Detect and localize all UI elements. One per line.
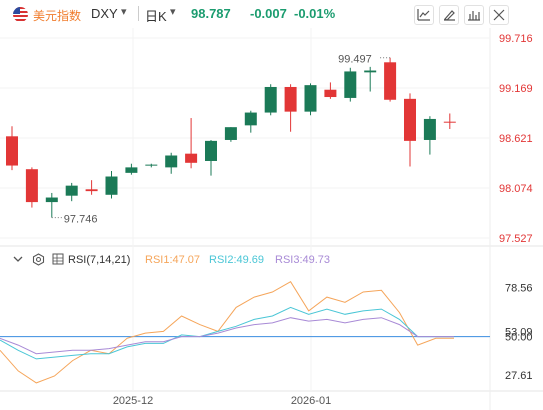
rsi-line-rsi3 [0,317,454,355]
candle-body [384,62,397,100]
candle-body [145,164,158,166]
candle-body [324,89,337,98]
symbol-name[interactable]: 美元指数 [33,9,82,23]
price-tick-label: 97.527 [499,233,533,245]
collapse-chevron-icon[interactable] [12,253,24,265]
price-tick-label: 98.621 [499,133,533,145]
candle-body [205,140,217,161]
candle-body [244,112,257,126]
time-axis: 2025-12 2026-01 [113,395,331,407]
candle-body [85,189,98,192]
price-change-percent: -0.01% [294,6,336,21]
candle-body [404,98,416,141]
rsi-line-rsi2 [0,306,454,360]
high-price-label: 99.497 [338,54,372,66]
us-flag-icon [13,7,28,22]
last-price: 98.787 [191,6,231,21]
candle-body [6,136,18,166]
candle-body [65,185,78,196]
rsi-tick-label: 78.56 [505,283,533,295]
candle-body [443,121,456,123]
symbol-dropdown-chevron-icon[interactable]: ▾ [121,6,127,18]
indicator-info-icon[interactable] [52,253,64,265]
price-tick-label: 99.169 [499,83,533,95]
settings-gear-icon[interactable] [32,253,45,266]
indicator-icon[interactable] [464,5,484,25]
rsi3-value: RSI3:49.73 [275,254,331,266]
candle-body [423,118,436,140]
rsi-tick-label: 50.00 [505,332,533,344]
price-tick-label: 99.716 [499,33,533,45]
candle-body [364,70,377,73]
indicator-header: RSI(7,14,21) RSI1:47.07 RSI2:49.69 RSI3:… [0,250,400,270]
symbol-code[interactable]: DXY [91,6,118,21]
pen-icon[interactable] [439,5,459,25]
candle-body [25,169,38,203]
indicator-name[interactable]: RSI(7,14,21) [68,254,131,266]
candle-body [185,153,198,163]
candle-body [45,197,58,203]
rsi-tick-label: 53.09 [505,326,533,338]
candle-body [105,176,118,195]
chart-header: 美元指数 DXY ▾ 日K ▾ 98.787 -0.007 -0.01% [0,0,543,28]
candle-body [224,127,237,140]
time-tick-label: 2025-12 [113,395,153,407]
rsi-line-rsi1 [0,281,454,384]
fullscreen-icon[interactable] [489,5,509,25]
price-change: -0.007 [250,6,287,21]
period-selector[interactable]: 日K [145,9,167,24]
line-chart-icon[interactable] [414,5,434,25]
candle-body [284,86,297,112]
low-price-label: 97.746 [64,214,98,226]
period-dropdown-chevron-icon[interactable]: ▾ [170,6,176,18]
price-axis: 99.716 99.169 98.621 98.074 97.527 [499,33,533,245]
rsi2-value: RSI2:49.69 [209,254,265,266]
candle-body [264,86,277,113]
time-tick-label: 2026-01 [291,395,331,407]
rsi1-value: RSI1:47.07 [145,254,201,266]
candle-body [304,85,317,112]
candle-body [344,71,357,98]
rsi-tick-label: 27.61 [505,370,533,382]
candlestick-series[interactable]: 99.497 97.746 [6,54,456,226]
price-tick-label: 98.074 [499,183,533,195]
candle-body [125,167,138,173]
header-divider [138,6,139,21]
candle-body [165,155,178,168]
